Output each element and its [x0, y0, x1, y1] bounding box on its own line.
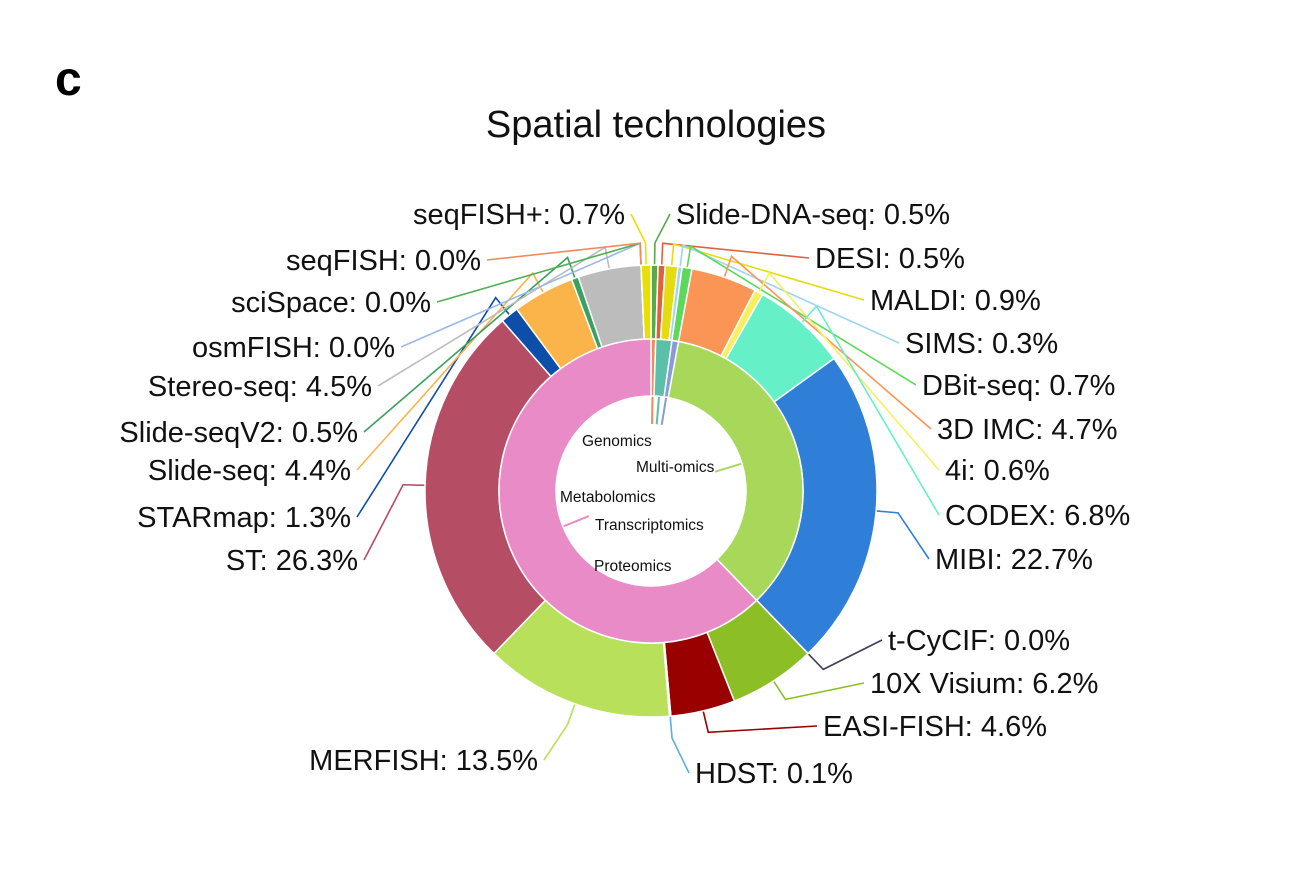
label-t-cycif: t-CyCIF: 0.0%: [888, 625, 1070, 657]
leader-line-sims: [679, 243, 900, 344]
inner-segment-transcriptomics: [498, 338, 758, 644]
inner-segment-proteomics: [667, 340, 804, 602]
label-seqfish: seqFISH: 0.0%: [286, 245, 481, 277]
label-seqfish-: seqFISH+: 0.7%: [413, 199, 625, 231]
rings: [424, 264, 878, 718]
label-sims: SIMS: 0.3%: [905, 328, 1058, 360]
inner-label-proteomics: Proteomics: [594, 558, 672, 575]
labels: Slide-DNA-seq: 0.5% DESI: 0.5% MALDI: 0.9%…: [119, 199, 1130, 790]
label-merfish: MERFISH: 13.5%: [309, 745, 538, 777]
leader-line-mibi: [876, 510, 930, 560]
leader-line-slide-seqv2: [363, 256, 576, 433]
leader-line-t-cycif: [807, 639, 883, 671]
leader-line-st: [363, 483, 426, 561]
label-10x-visium: 10X Visium: 6.2%: [870, 668, 1098, 700]
label-slide-dna-seq: Slide-DNA-seq: 0.5%: [676, 199, 950, 231]
label-maldi: MALDI: 0.9%: [870, 285, 1041, 317]
chart-title: Spatial technologies: [485, 104, 827, 146]
leader-line-3d-imc: [723, 255, 932, 430]
label-starmap: STARmap: 1.3%: [137, 502, 351, 534]
inner-label-genomics: Genomics: [582, 433, 652, 450]
label-scispace: sciSpace: 0.0%: [231, 287, 431, 319]
label-codex: CODEX: 6.8%: [945, 500, 1130, 532]
panel-label: c: [55, 53, 82, 106]
leader-line-hdst: [669, 716, 690, 774]
label-desi: DESI: 0.5%: [815, 243, 965, 275]
inner-label-transcriptomics: Transcriptomics: [595, 517, 704, 534]
leader-line-desi: [660, 242, 810, 266]
inner-leader-multi-omics: [660, 397, 668, 426]
inner-label-multi-omics: Multi-omics: [636, 459, 715, 476]
leader-line-slide-dna-seq: [653, 213, 671, 266]
leader-line-dbit-seq: [686, 244, 917, 386]
inner-leader-metabolomics: [655, 396, 661, 425]
leader-line-slide-seq: [356, 271, 544, 471]
label-3d-imc: 3D IMC: 4.7%: [937, 414, 1118, 446]
label-osmfish: osmFISH: 0.0%: [192, 332, 395, 364]
label-slide-seq: Slide-seq: 4.4%: [148, 455, 351, 487]
label-mibi: MIBI: 22.7%: [935, 544, 1093, 576]
leader-line-seqfish-: [630, 213, 647, 266]
leader-line-codex: [801, 304, 940, 516]
label-st: ST: 26.3%: [226, 545, 358, 577]
label-stereo-seq: Stereo-seq: 4.5%: [148, 371, 372, 403]
label-hdst: HDST: 0.1%: [695, 758, 853, 790]
leader-line-seqfish: [486, 242, 642, 266]
inner-leader-transcriptomics: [562, 515, 590, 528]
leader-lines: [356, 213, 940, 774]
leader-line-10x-visium: [772, 680, 865, 701]
inner-leader-proteomics: [714, 462, 743, 473]
leader-line-easi-fish: [702, 710, 818, 734]
label-4i: 4i: 0.6%: [945, 455, 1050, 487]
label-slide-seqv2: Slide-seqV2: 0.5%: [119, 417, 358, 449]
inner-label-metabolomics: Metabolomics: [560, 489, 656, 506]
leader-line-merfish: [543, 703, 576, 761]
leader-line-maldi: [670, 242, 865, 301]
label-dbit-seq: DBit-seq: 0.7%: [922, 370, 1115, 402]
leader-line-4i: [758, 271, 940, 471]
label-easi-fish: EASI-FISH: 4.6%: [823, 711, 1047, 743]
